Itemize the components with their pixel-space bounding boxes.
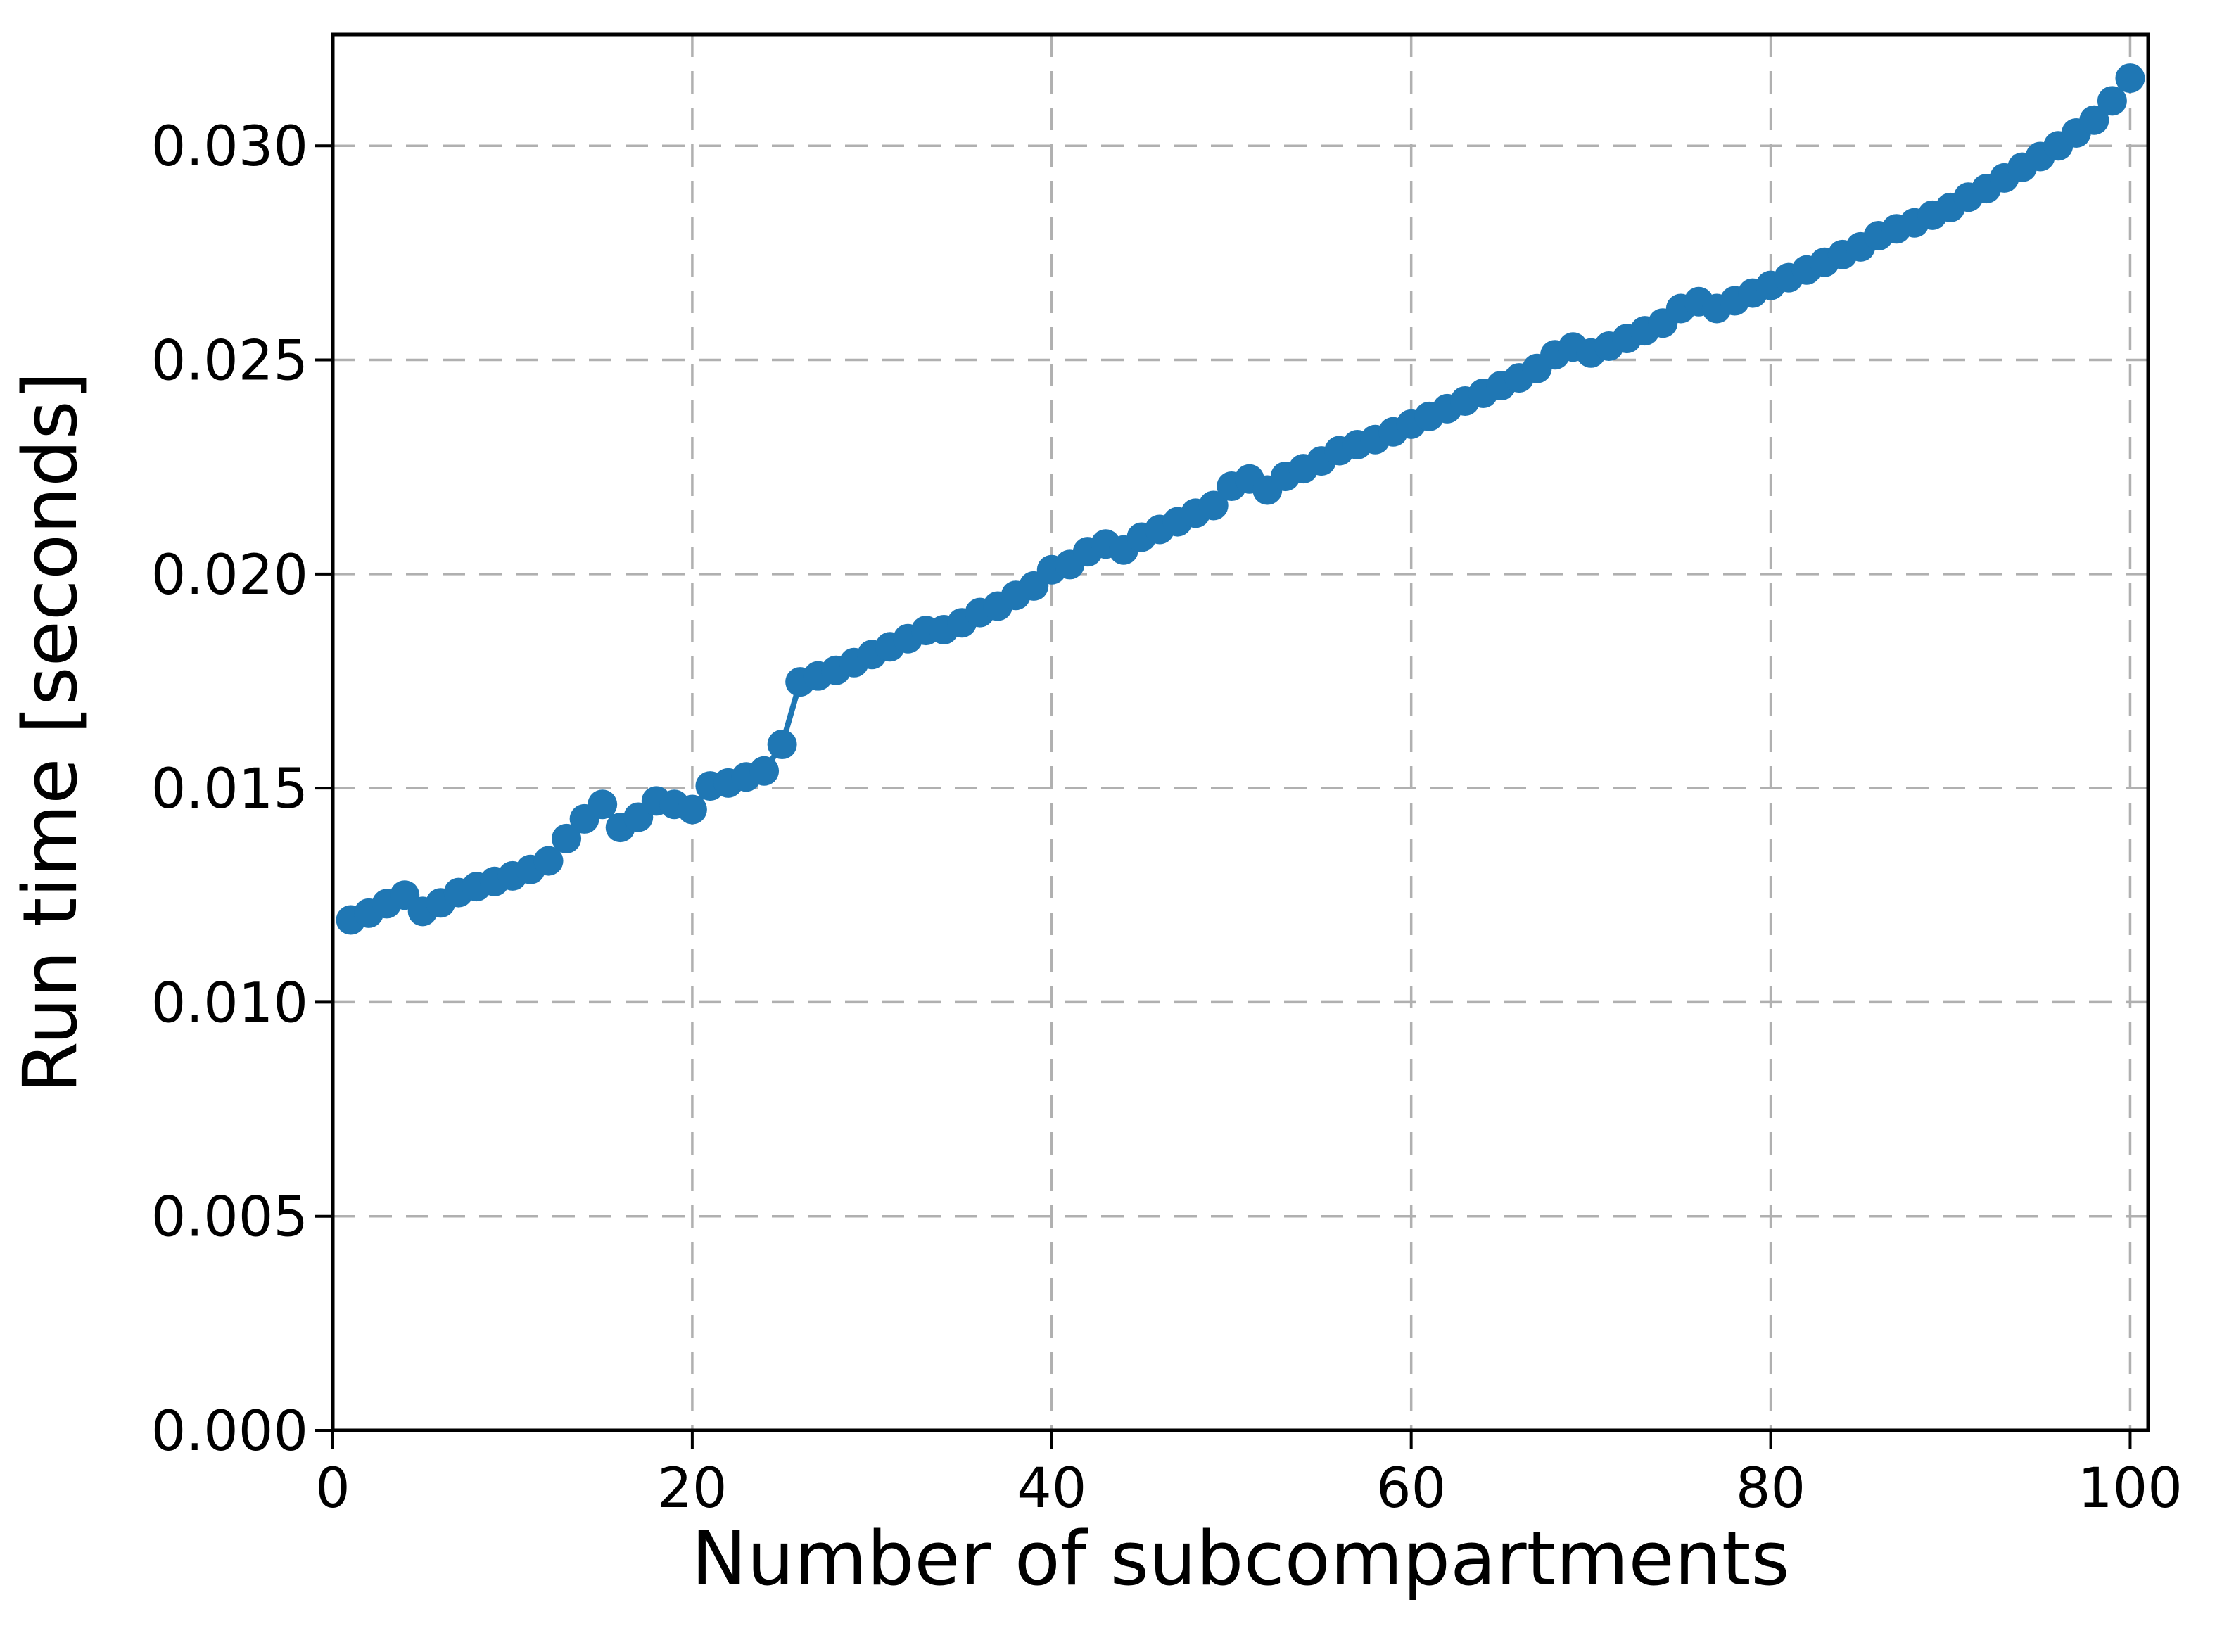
plot-border [331, 32, 2150, 1432]
data-point [677, 794, 707, 825]
x-axis-label: Number of subcompartments [691, 1516, 1789, 1602]
data-point [767, 730, 797, 760]
y-tick-label: 0.030 [151, 115, 308, 179]
axes-spines [331, 32, 2150, 1432]
x-tick-label: 0 [315, 1457, 350, 1520]
data-series [336, 63, 2145, 935]
x-tick-label: 80 [1736, 1457, 1805, 1520]
x-tick-label: 20 [657, 1457, 727, 1520]
data-point [2097, 86, 2127, 116]
series-line [350, 76, 2133, 923]
data-point [2115, 63, 2145, 94]
y-axis-label: Run time [seconds] [7, 371, 94, 1093]
y-tick-label: 0.000 [151, 1400, 308, 1463]
data-point [588, 789, 618, 820]
data-point [1198, 490, 1229, 521]
x-tick-label: 100 [2078, 1457, 2183, 1520]
data-point [552, 823, 582, 853]
tick-layer: 0 20 40 60 80 100 0.000 0.005 0.010 0.015 0.020 0.0… [151, 115, 2183, 1520]
y-tick-label: 0.025 [151, 330, 308, 393]
y-tick-label: 0.010 [151, 972, 308, 1035]
y-tick-label: 0.015 [151, 758, 308, 821]
x-tick-label: 60 [1376, 1457, 1446, 1520]
data-point [533, 846, 564, 876]
data-point [749, 756, 780, 786]
data-point [2079, 105, 2109, 135]
y-tick-label: 0.020 [151, 544, 308, 607]
y-tick-label: 0.005 [151, 1186, 308, 1250]
x-tick-label: 40 [1017, 1457, 1086, 1520]
